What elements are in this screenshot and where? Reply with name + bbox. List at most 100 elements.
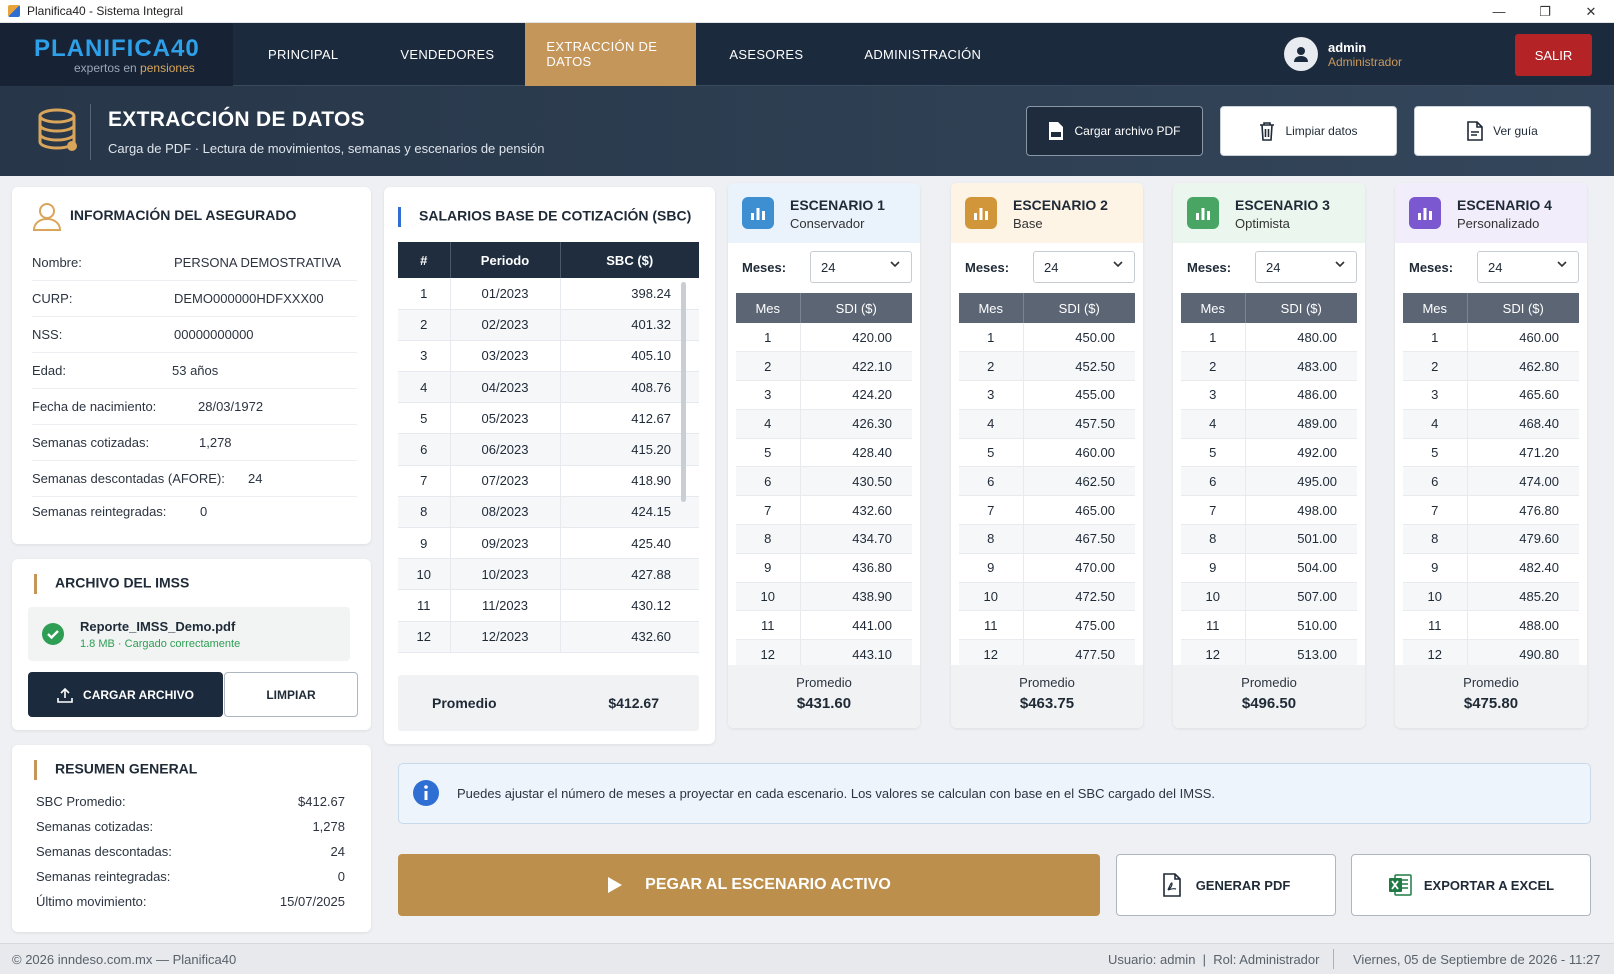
- table-row: 10 485.20: [1403, 582, 1579, 612]
- trash-icon: [1260, 122, 1275, 141]
- scenario-card-1[interactable]: ESCENARIO 1 Conservador Meses: 24 Mes SDI ($)…: [728, 183, 920, 728]
- view-guide-button[interactable]: Ver guía: [1414, 106, 1591, 156]
- table-cell: 08/2023: [450, 496, 561, 529]
- table-row[interactable]: 4 04/2023 408.76: [398, 371, 699, 404]
- field-value: 24: [248, 471, 263, 486]
- chevron-down-icon: [1334, 258, 1346, 273]
- table-cell: 8: [959, 524, 1024, 554]
- table-cell: 4: [1403, 409, 1468, 439]
- scenario-average: Promedio $431.60: [728, 665, 920, 728]
- field-label: Semanas cotizadas:: [32, 435, 150, 450]
- scenario-card-2[interactable]: ESCENARIO 2 Base Meses: 24 Mes SDI ($) 1 450.00…: [951, 183, 1143, 728]
- table-cell: 8: [736, 524, 801, 554]
- status-bar: © 2026 inndeso.com.mx — Planifica40 Usua…: [0, 943, 1614, 974]
- summary-label: Semanas cotizadas:: [36, 819, 154, 834]
- field-value: DEMO000000HDFXXX00: [174, 291, 324, 306]
- table-row[interactable]: 1 01/2023 398.24: [398, 278, 699, 310]
- table-row[interactable]: 10 10/2023 427.88: [398, 558, 699, 591]
- summary-label: Semanas descontadas:: [36, 844, 172, 859]
- logout-button[interactable]: SALIR: [1515, 34, 1592, 76]
- upload-icon: [57, 687, 73, 703]
- table-row[interactable]: 8 08/2023 424.15: [398, 496, 699, 529]
- info-row: NSS: 00000000000: [32, 317, 357, 353]
- uploaded-file: Reporte_IMSS_Demo.pdf 1.8 MB · Cargado c…: [28, 607, 350, 661]
- field-value: 53 años: [172, 363, 219, 378]
- restore-button[interactable]: ❐: [1539, 3, 1551, 19]
- scenario-table-wrapper[interactable]: Mes SDI ($) 1 420.00 2 422.10 3 424.20 4 426.30 5 4…: [736, 293, 912, 665]
- table-row: 1 480.00: [1181, 323, 1357, 353]
- nav-asesores[interactable]: ASESORES: [729, 46, 804, 62]
- generate-pdf-button[interactable]: GENERAR PDF: [1116, 854, 1336, 916]
- scenario-card-4[interactable]: ESCENARIO 4 Personalizado Meses: 24 Mes SDI (…: [1395, 183, 1587, 728]
- scenario-average: Promedio $463.75: [951, 665, 1143, 728]
- nav-vendedores[interactable]: VENDEDORES: [400, 46, 495, 62]
- table-cell: 9: [1181, 553, 1246, 583]
- user-info[interactable]: admin Administrador: [1283, 37, 1402, 71]
- table-row[interactable]: 7 07/2023 418.90: [398, 465, 699, 497]
- months-select[interactable]: 24: [810, 251, 912, 283]
- table-cell: 488.00: [1467, 610, 1579, 641]
- table-row[interactable]: 3 03/2023 405.10: [398, 340, 699, 373]
- table-row[interactable]: 12 12/2023 432.60: [398, 621, 699, 653]
- paste-active-scenario-button[interactable]: PEGAR AL ESCENARIO ACTIVO: [398, 854, 1100, 916]
- table-cell: 415.20: [560, 433, 699, 466]
- upload-file-button[interactable]: CARGAR ARCHIVO: [28, 672, 223, 717]
- months-select[interactable]: 24: [1255, 251, 1357, 283]
- table-cell: 462.50: [1023, 466, 1135, 497]
- brand-logo: PLANIFICA40 expertos en pensiones: [0, 22, 233, 86]
- table-cell: 430.50: [800, 466, 912, 497]
- sbc-table-wrapper[interactable]: # Periodo SBC ($) 1 01/2023 398.24 2 02/2023…: [398, 242, 699, 665]
- summary-value: 24: [330, 844, 345, 859]
- table-cell: 498.00: [1245, 495, 1357, 526]
- play-icon: [608, 877, 623, 893]
- clear-file-button[interactable]: LIMPIAR: [224, 672, 358, 717]
- table-cell: 07/2023: [450, 465, 561, 497]
- table-row: 12 490.80: [1403, 639, 1579, 665]
- load-pdf-button[interactable]: Cargar archivo PDF: [1026, 106, 1203, 156]
- table-cell: 8: [1181, 524, 1246, 554]
- info-banner: Puedes ajustar el número de meses a proy…: [398, 763, 1591, 824]
- minimize-button[interactable]: —: [1492, 4, 1506, 19]
- nav-administracion[interactable]: ADMINISTRACIÓN: [864, 46, 982, 62]
- info-row: Edad: 53 años: [32, 353, 357, 389]
- scenario-table-wrapper[interactable]: Mes SDI ($) 1 460.00 2 462.80 3 465.60 4 468.40 5 4…: [1403, 293, 1579, 665]
- table-cell: 2: [959, 351, 1024, 382]
- table-cell: 6: [736, 466, 801, 497]
- scenario-average: Promedio $475.80: [1395, 665, 1587, 728]
- clear-data-button[interactable]: Limpiar datos: [1220, 106, 1397, 156]
- table-row[interactable]: 6 06/2023 415.20: [398, 433, 699, 466]
- table-row: 9 470.00: [959, 553, 1135, 583]
- table-cell: 424.15: [560, 496, 699, 529]
- sbc-average-label: Promedio: [432, 695, 497, 711]
- table-row: 5 428.40: [736, 438, 912, 468]
- table-row[interactable]: 2 02/2023 401.32: [398, 309, 699, 341]
- scenario-table: Mes SDI ($) 1 480.00 2 483.00 3 486.00 4 489.00 5 4…: [1181, 293, 1357, 665]
- table-cell: 5: [1403, 438, 1468, 468]
- table-cell: 04/2023: [450, 371, 561, 404]
- table-row[interactable]: 5 05/2023 412.67: [398, 402, 699, 435]
- scenario-subtitle: Personalizado: [1457, 216, 1540, 231]
- scenario-table-wrapper[interactable]: Mes SDI ($) 1 450.00 2 452.50 3 455.00 4 457.50 5 4…: [959, 293, 1135, 665]
- file-status: Cargado correctamente: [124, 638, 241, 650]
- months-select[interactable]: 24: [1033, 251, 1135, 283]
- scenario-table: Mes SDI ($) 1 460.00 2 462.80 3 465.60 4 468.40 5 4…: [1403, 293, 1579, 665]
- close-button[interactable]: ✕: [1585, 3, 1597, 19]
- column-header: SDI ($): [1467, 293, 1579, 323]
- info-row: Semanas reintegradas: 0: [32, 493, 357, 529]
- scenario-card-3[interactable]: ESCENARIO 3 Optimista Meses: 24 Mes SDI ($) 1 4…: [1173, 183, 1365, 728]
- table-row[interactable]: 11 11/2023 430.12: [398, 589, 699, 622]
- months-select[interactable]: 24: [1477, 251, 1579, 283]
- nav-principal[interactable]: PRINCIPAL: [268, 46, 339, 62]
- table-row[interactable]: 9 09/2023 425.40: [398, 527, 699, 560]
- nav-extraccion-de-datos[interactable]: EXTRACCIÓN DE DATOS: [525, 22, 697, 86]
- table-cell: 501.00: [1245, 524, 1357, 554]
- window-titlebar: Planifica40 - Sistema Integral — ❐ ✕: [0, 0, 1614, 23]
- table-cell: 6: [398, 433, 451, 466]
- info-row: CURP: DEMO000000HDFXXX00: [32, 281, 357, 317]
- scrollbar-thumb[interactable]: [681, 282, 686, 502]
- export-excel-button[interactable]: EXPORTAR A EXCEL: [1351, 854, 1591, 916]
- column-header: Mes: [736, 293, 801, 323]
- field-value: PERSONA DEMOSTRATIVA: [174, 255, 342, 270]
- page-subtitle: Carga de PDF · Lectura de movimientos, s…: [108, 141, 545, 156]
- scenario-table-wrapper[interactable]: Mes SDI ($) 1 480.00 2 483.00 3 486.00 4 489.00 5 4…: [1181, 293, 1357, 665]
